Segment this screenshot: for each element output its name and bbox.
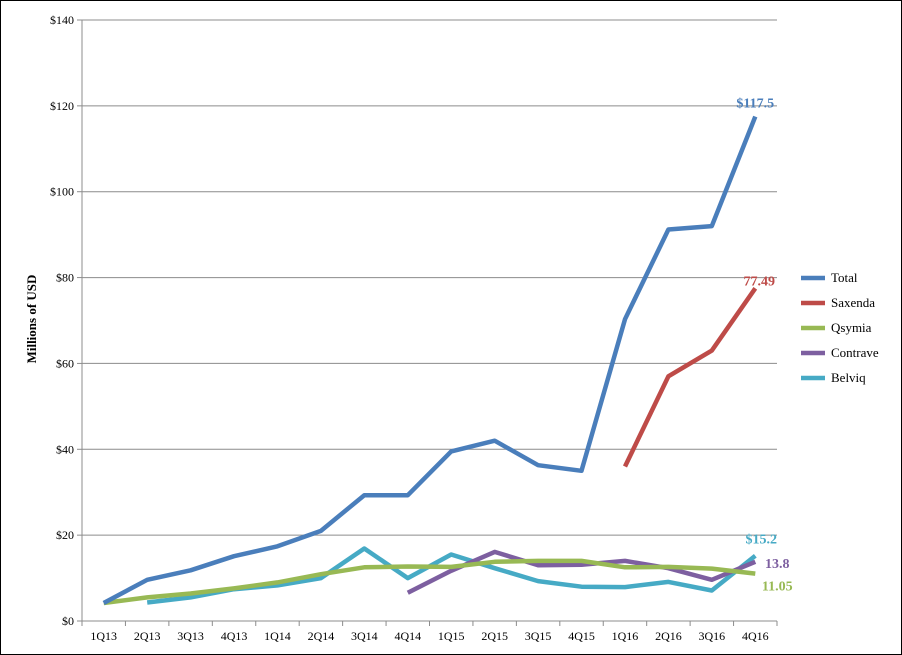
data-label-belviq: $15.2 [746, 533, 778, 548]
y-tick-label: $40 [56, 442, 74, 456]
series-line-qsymia [103, 558, 756, 606]
y-tick-label: $60 [56, 356, 74, 370]
data-label-contrave: 13.8 [765, 557, 790, 572]
x-tick-label: 4Q15 [568, 629, 595, 643]
y-tick-label: $0 [62, 614, 74, 628]
legend-label: Qsymia [831, 320, 872, 335]
legend-item-belviq: Belviq [801, 370, 866, 385]
legend-item-saxenda: Saxenda [801, 295, 875, 310]
x-tick-label: 4Q16 [742, 629, 769, 643]
legend-item-total: Total [801, 270, 858, 285]
x-tick-label: 3Q16 [699, 629, 726, 643]
legend-label: Total [831, 270, 858, 285]
y-tick-labels: $0 $20 $40 $60 $80 $100 $120 $140 [50, 13, 74, 628]
y-tick-label: $20 [56, 528, 74, 542]
y-axis-label: Millions of USD [24, 275, 39, 364]
legend-item-qsymia: Qsymia [801, 320, 872, 335]
x-tick-label: 2Q15 [481, 629, 508, 643]
x-tick-label: 1Q13 [90, 629, 117, 643]
x-tick-label: 2Q13 [134, 629, 161, 643]
legend-label: Belviq [831, 370, 866, 385]
data-labels: $117.5 77.49 11.05 13.8 $15.2 [736, 97, 792, 595]
series-lines [102, 115, 758, 606]
y-tick-label: $100 [50, 185, 74, 199]
x-tick-label: 3Q14 [351, 629, 378, 643]
data-label-total: $117.5 [736, 97, 774, 112]
series-line-total [102, 115, 758, 605]
data-label-saxenda: 77.49 [744, 274, 776, 289]
legend-item-contrave: Contrave [801, 345, 879, 360]
x-tick-labels: 1Q13 2Q13 3Q13 4Q13 1Q14 2Q14 3Q14 4Q14 1Q15 2Q15… [90, 629, 768, 643]
series-line-saxenda [622, 287, 758, 468]
data-label-qsymia: 11.05 [762, 580, 793, 595]
x-tick-label: 1Q16 [612, 629, 639, 643]
x-tick-label: 3Q15 [525, 629, 552, 643]
y-tick-label: $120 [50, 99, 74, 113]
axes [81, 20, 778, 626]
y-tick-label: $140 [50, 13, 74, 27]
gridlines [77, 19, 777, 622]
x-tick-label: 2Q16 [655, 629, 682, 643]
y-tick-label: $80 [56, 271, 74, 285]
x-tick-label: 1Q15 [438, 629, 465, 643]
x-tick-label: 3Q13 [177, 629, 204, 643]
x-tick-label: 4Q13 [221, 629, 248, 643]
legend-label: Saxenda [831, 295, 875, 310]
legend-label: Contrave [831, 345, 879, 360]
x-tick-label: 1Q14 [264, 629, 291, 643]
x-tick-label: 4Q14 [394, 629, 421, 643]
legend: Total Saxenda Qsymia Contrave Belviq [801, 270, 879, 385]
x-tick-label: 2Q14 [308, 629, 335, 643]
